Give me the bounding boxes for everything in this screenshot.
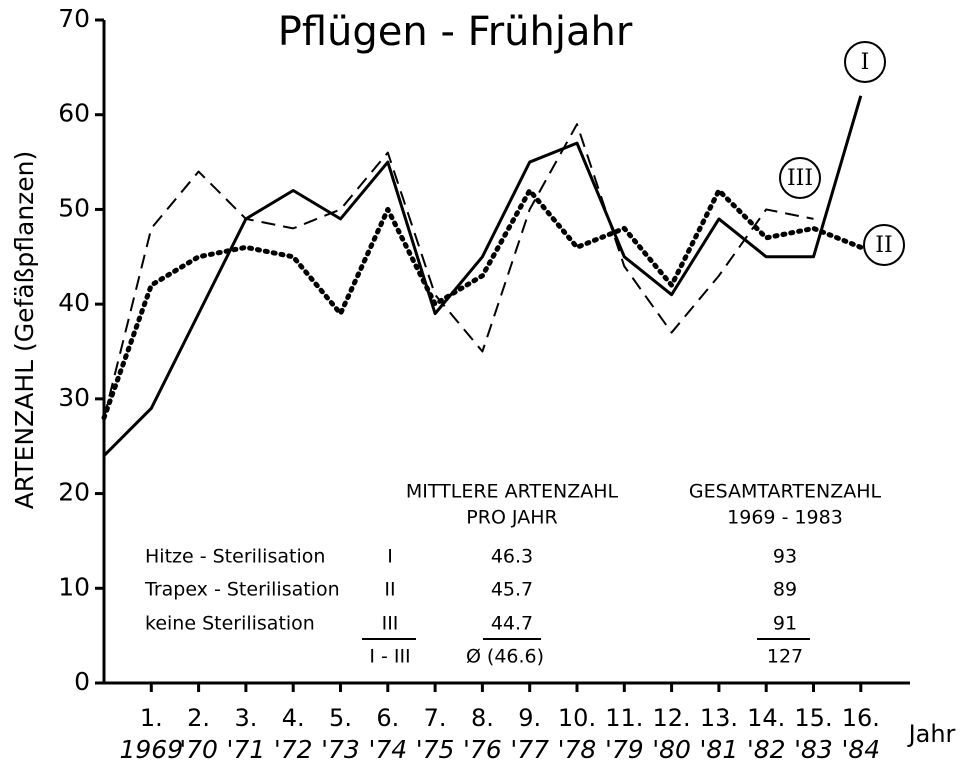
table-cell: keine Sterilisation: [145, 613, 315, 635]
legend-label: III: [787, 166, 813, 191]
x-tick-label: 13.: [700, 704, 738, 732]
table-footer: 127: [767, 646, 803, 668]
y-tick-label: 70: [58, 4, 90, 33]
x-tick-year: '72: [274, 735, 313, 764]
x-tick-year: '78: [558, 735, 597, 764]
table-header: 1969 - 1983: [727, 507, 843, 529]
table-header: PRO JAHR: [466, 507, 557, 529]
x-axis-label: Jahr: [907, 720, 956, 748]
legend-circle: [779, 157, 821, 199]
table-cell: Hitze - Sterilisation: [145, 546, 325, 568]
x-tick-year: '83: [794, 735, 833, 764]
x-tick-label: 16.: [842, 704, 880, 732]
x-tick-label: 10.: [558, 704, 596, 732]
table-cell: Trapex - Sterilisation: [144, 579, 340, 601]
x-tick-year: '84: [841, 735, 880, 764]
x-tick-year: '79: [605, 735, 644, 764]
y-tick-label: 40: [58, 288, 90, 317]
x-tick-year: '80: [652, 735, 691, 764]
y-tick-label: 10: [58, 572, 90, 601]
y-tick-label: 0: [74, 667, 90, 696]
legend-circle: [844, 41, 886, 83]
table-footer: Ø (46.6): [466, 646, 544, 668]
legend-circle: [863, 224, 905, 266]
x-tick-label: 9.: [518, 704, 541, 732]
x-tick-year: '76: [463, 735, 502, 764]
x-tick-year: '82: [747, 735, 786, 764]
x-tick-label: 11.: [605, 704, 643, 732]
x-tick-label: 4.: [282, 704, 305, 732]
table: MITTLERE ARTENZAHL PRO JAHR GESAMTARTENZ…: [362, 481, 882, 668]
x-tick-year: '71: [227, 735, 266, 764]
table-cell: 91: [773, 613, 797, 635]
table-cell: 93: [773, 546, 797, 568]
chart-title: Pflügen - Frühjahr: [278, 9, 633, 55]
y-tick-label: 20: [58, 478, 90, 507]
series-line: [101, 187, 864, 421]
y-tick-label: 50: [58, 193, 90, 222]
x-tick-label: 1.: [140, 704, 163, 732]
x-tick-year: '75: [416, 735, 455, 764]
y-tick-label: 60: [58, 99, 90, 128]
table-cell: 89: [773, 579, 797, 601]
table-cell: 45.7: [491, 579, 533, 601]
table-cell: 44.7: [491, 613, 533, 635]
table-header: GESAMTARTENZAHL: [689, 481, 882, 503]
y-tick-label: 30: [58, 383, 90, 412]
x-tick-label: 2.: [187, 704, 210, 732]
x-tick-label: 6.: [376, 704, 399, 732]
x-tick-label: 14.: [747, 704, 785, 732]
x-tick-label: 15.: [794, 704, 832, 732]
x-tick-label: 5.: [329, 704, 352, 732]
x-tick-year: '70: [179, 735, 218, 764]
table-cell: II: [384, 579, 395, 601]
x-tick-year: '74: [368, 735, 407, 764]
x-tick-year: 1969: [119, 735, 183, 764]
legend-label: I: [861, 50, 870, 75]
table-footer: I - III: [369, 646, 410, 668]
x-tick-year: '81: [700, 735, 739, 764]
table-header: MITTLERE ARTENZAHL: [406, 481, 619, 503]
table-cell: 46.3: [491, 546, 533, 568]
y-axis-label: ARTENZAHL (Gefäßpflanzen): [10, 151, 39, 510]
x-tick-label: 8.: [471, 704, 494, 732]
legend-label: II: [875, 233, 892, 258]
x-tick-label: 7.: [424, 704, 447, 732]
table-cell: I: [387, 546, 393, 568]
x-tick-year: '77: [510, 735, 549, 764]
series-line: [103, 123, 814, 419]
table-cell: III: [382, 613, 399, 635]
x-tick-label: 3.: [234, 704, 257, 732]
x-tick-label: 12.: [653, 704, 691, 732]
x-tick-year: '73: [321, 735, 360, 764]
